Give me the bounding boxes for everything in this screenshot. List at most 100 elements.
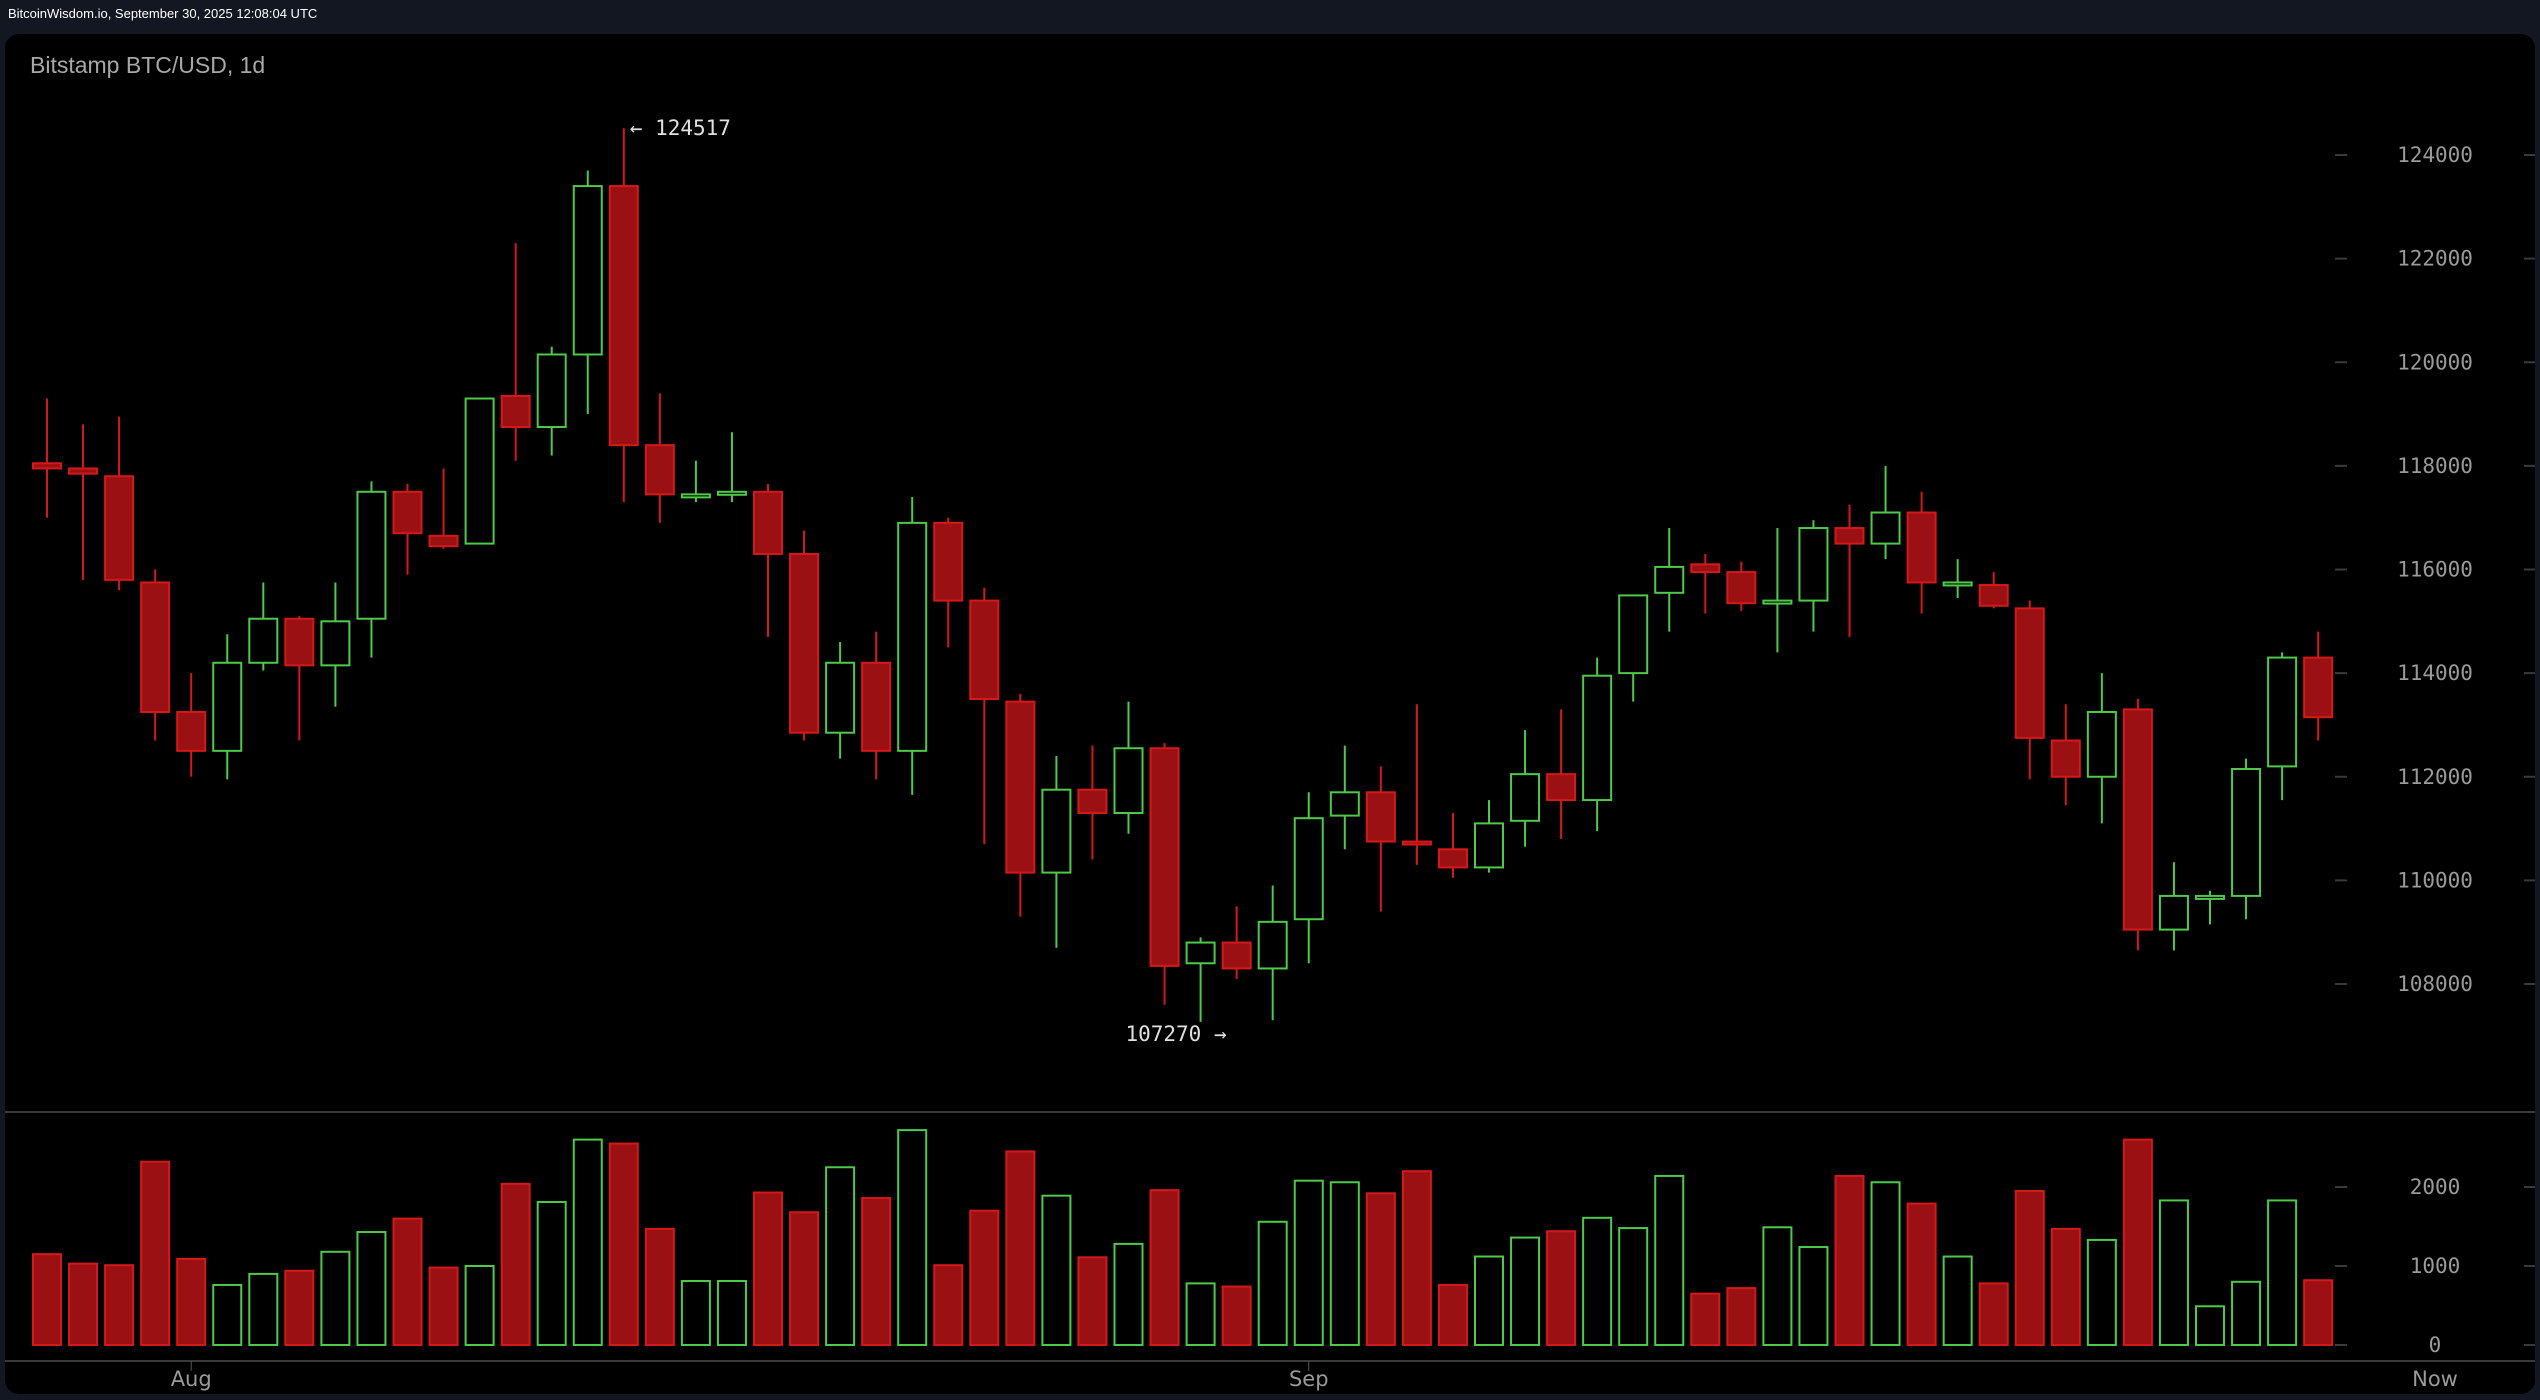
candle-down[interactable] [2014,607,2045,739]
volume-bar[interactable] [2122,1138,2153,1346]
candle-up[interactable] [1942,581,1973,587]
volume-bar[interactable] [1510,1236,1541,1347]
candle-down[interactable] [753,490,783,555]
volume-bar[interactable] [248,1272,279,1347]
volume-bar[interactable] [176,1257,207,1347]
volume-bar[interactable] [572,1138,603,1346]
volume-bar[interactable] [2158,1199,2189,1347]
volume-bar[interactable] [2267,1199,2298,1347]
volume-bar[interactable] [464,1265,495,1346]
candle-down[interactable] [176,710,207,752]
volume-bar[interactable] [1221,1285,1252,1347]
volume-bar[interactable] [500,1182,531,1346]
candle-down[interactable] [1546,773,1577,802]
volume-bar[interactable] [1041,1194,1072,1346]
volume-bar[interactable] [320,1250,351,1347]
candle-up[interactable] [716,490,747,496]
volume-bar[interactable] [1474,1255,1504,1347]
volume-bar[interactable] [753,1191,783,1347]
volume-bar[interactable] [68,1262,99,1347]
volume-bar[interactable] [104,1264,135,1346]
candle-down[interactable] [1365,791,1396,843]
volume-bar[interactable] [1077,1256,1108,1347]
volume-bar[interactable] [1906,1202,1937,1346]
candle-up[interactable] [1654,565,1685,594]
candle-up[interactable] [1113,747,1144,815]
volume-bar[interactable] [2195,1305,2225,1347]
volume-bar[interactable] [1582,1216,1613,1347]
volume-bar[interactable] [1546,1230,1577,1346]
candle-up[interactable] [2267,656,2298,768]
candle-down[interactable] [32,462,62,470]
candle-up[interactable] [536,353,567,429]
candle-down[interactable] [68,467,99,475]
candle-up[interactable] [680,493,711,499]
volume-bar[interactable] [680,1280,711,1347]
volume-bar[interactable] [2050,1227,2081,1346]
volume-bar[interactable] [428,1266,459,1346]
candle-down[interactable] [1726,571,1757,605]
volume-bar[interactable] [1401,1170,1432,1346]
candle-down[interactable] [789,552,820,734]
volume-bar[interactable] [356,1231,387,1347]
volume-bar[interactable] [1798,1246,1829,1347]
volume-bar[interactable] [1942,1255,1973,1347]
volume-bar[interactable] [1005,1150,1036,1346]
volume-bar[interactable] [2303,1279,2334,1346]
candle-down[interactable] [104,475,135,581]
volume-bar[interactable] [1762,1226,1793,1347]
volume-bar[interactable] [1618,1227,1649,1346]
candle-down[interactable] [969,599,1000,701]
candle-down[interactable] [1834,527,1865,545]
candle-up[interactable] [2158,894,2189,931]
candle-up[interactable] [2195,894,2225,900]
volume-bar[interactable] [212,1283,243,1346]
candle-up[interactable] [1582,674,1613,802]
volume-bar[interactable] [284,1269,315,1346]
volume-bar[interactable] [140,1160,171,1346]
volume-bar[interactable] [1329,1181,1360,1347]
candle-up[interactable] [1618,594,1649,675]
candle-up[interactable] [1510,773,1541,822]
volume-bar[interactable] [1365,1192,1396,1346]
candle-down[interactable] [1149,747,1180,967]
candle-down[interactable] [392,490,423,535]
candle-up[interactable] [897,521,928,752]
volume-bar[interactable] [825,1166,856,1346]
volume-bar[interactable] [1149,1189,1180,1347]
candle-down[interactable] [1005,700,1036,874]
candle-down[interactable] [933,521,964,602]
candle-up[interactable] [572,185,603,356]
candle-up[interactable] [1185,941,1216,965]
volume-bar[interactable] [1978,1282,2009,1347]
volume-bar[interactable] [1726,1287,1757,1346]
candle-up[interactable] [320,620,351,667]
candle-up[interactable] [2086,710,2117,778]
volume-bar[interactable] [2014,1189,2045,1346]
volume-bar[interactable] [933,1264,964,1346]
volume-bar[interactable] [1870,1181,1901,1347]
volume-bar[interactable] [969,1209,1000,1346]
volume-bar[interactable] [2086,1238,2117,1347]
candle-down[interactable] [1978,584,2009,607]
candle-up[interactable] [1257,920,1288,970]
candle-up[interactable] [1329,791,1360,817]
candle-up[interactable] [1798,527,1829,602]
candle-up[interactable] [356,490,387,620]
candle-down[interactable] [608,185,639,447]
candle-down[interactable] [1077,788,1108,815]
candle-down[interactable] [2303,656,2334,719]
volume-bar[interactable] [1257,1220,1288,1347]
candle-up[interactable] [212,661,243,752]
volume-bar[interactable] [897,1129,928,1346]
volume-bar[interactable] [1834,1174,1865,1346]
volume-bar[interactable] [1293,1179,1324,1347]
volume-bar[interactable] [644,1227,675,1346]
candle-up[interactable] [1293,817,1324,921]
candle-down[interactable] [500,394,531,429]
candle-down[interactable] [1690,563,1721,574]
volume-bar[interactable] [2231,1280,2262,1347]
volume-bar[interactable] [716,1280,747,1347]
candle-down[interactable] [1437,848,1468,869]
candle-up[interactable] [2231,767,2262,897]
